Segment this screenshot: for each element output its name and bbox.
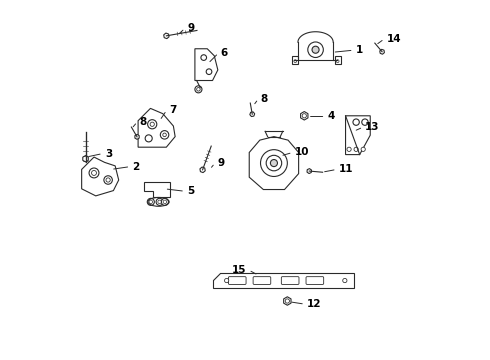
Text: 4: 4 <box>327 112 335 121</box>
Text: 15: 15 <box>232 265 246 275</box>
Circle shape <box>302 114 306 118</box>
FancyBboxPatch shape <box>228 277 246 284</box>
Text: 13: 13 <box>366 122 380 132</box>
Circle shape <box>163 200 167 204</box>
Circle shape <box>294 60 296 63</box>
Polygon shape <box>144 182 170 197</box>
FancyBboxPatch shape <box>292 56 298 64</box>
Circle shape <box>308 42 323 58</box>
Circle shape <box>158 200 161 204</box>
Circle shape <box>201 55 207 60</box>
Text: 7: 7 <box>169 105 176 115</box>
Text: 9: 9 <box>187 23 194 33</box>
Circle shape <box>206 69 212 75</box>
Circle shape <box>270 159 277 167</box>
Text: 9: 9 <box>217 158 224 168</box>
Circle shape <box>106 178 110 182</box>
Circle shape <box>224 278 229 283</box>
FancyBboxPatch shape <box>281 277 299 284</box>
Circle shape <box>160 131 169 139</box>
Circle shape <box>266 155 282 171</box>
Text: 2: 2 <box>132 162 140 172</box>
Polygon shape <box>345 116 370 154</box>
Circle shape <box>354 147 358 152</box>
Polygon shape <box>213 273 354 288</box>
FancyBboxPatch shape <box>335 56 341 64</box>
Polygon shape <box>135 134 139 139</box>
Circle shape <box>353 119 359 125</box>
Text: 3: 3 <box>105 149 112 158</box>
Circle shape <box>195 86 202 93</box>
Circle shape <box>362 119 368 125</box>
Circle shape <box>149 200 152 204</box>
Circle shape <box>347 147 351 152</box>
Circle shape <box>336 60 339 63</box>
Text: 1: 1 <box>356 45 363 55</box>
Circle shape <box>312 46 319 53</box>
Circle shape <box>147 120 157 129</box>
Circle shape <box>285 299 290 303</box>
Circle shape <box>361 147 366 152</box>
Circle shape <box>343 278 347 283</box>
Polygon shape <box>250 112 255 117</box>
Polygon shape <box>195 49 218 81</box>
Polygon shape <box>249 136 298 189</box>
Polygon shape <box>307 168 312 174</box>
Text: 11: 11 <box>339 165 353 174</box>
Circle shape <box>196 87 200 91</box>
Circle shape <box>147 198 154 206</box>
FancyBboxPatch shape <box>306 277 324 284</box>
Polygon shape <box>82 157 119 196</box>
Circle shape <box>92 171 97 175</box>
Circle shape <box>145 135 152 142</box>
Text: 10: 10 <box>295 148 309 157</box>
Text: 6: 6 <box>220 48 228 58</box>
Text: 8: 8 <box>140 117 147 127</box>
Circle shape <box>89 168 99 178</box>
Circle shape <box>161 198 169 206</box>
Polygon shape <box>380 49 385 54</box>
Circle shape <box>156 198 163 206</box>
Polygon shape <box>284 297 291 305</box>
Circle shape <box>163 133 166 136</box>
Circle shape <box>150 122 154 126</box>
FancyBboxPatch shape <box>253 277 271 284</box>
Text: 14: 14 <box>387 34 401 44</box>
Polygon shape <box>164 33 169 39</box>
Text: 8: 8 <box>261 94 268 104</box>
Polygon shape <box>83 156 88 162</box>
Text: 5: 5 <box>187 186 195 196</box>
Circle shape <box>104 176 112 184</box>
Polygon shape <box>200 167 205 172</box>
Polygon shape <box>138 108 175 147</box>
Text: 12: 12 <box>307 299 321 309</box>
Circle shape <box>261 150 287 176</box>
Polygon shape <box>300 112 308 120</box>
